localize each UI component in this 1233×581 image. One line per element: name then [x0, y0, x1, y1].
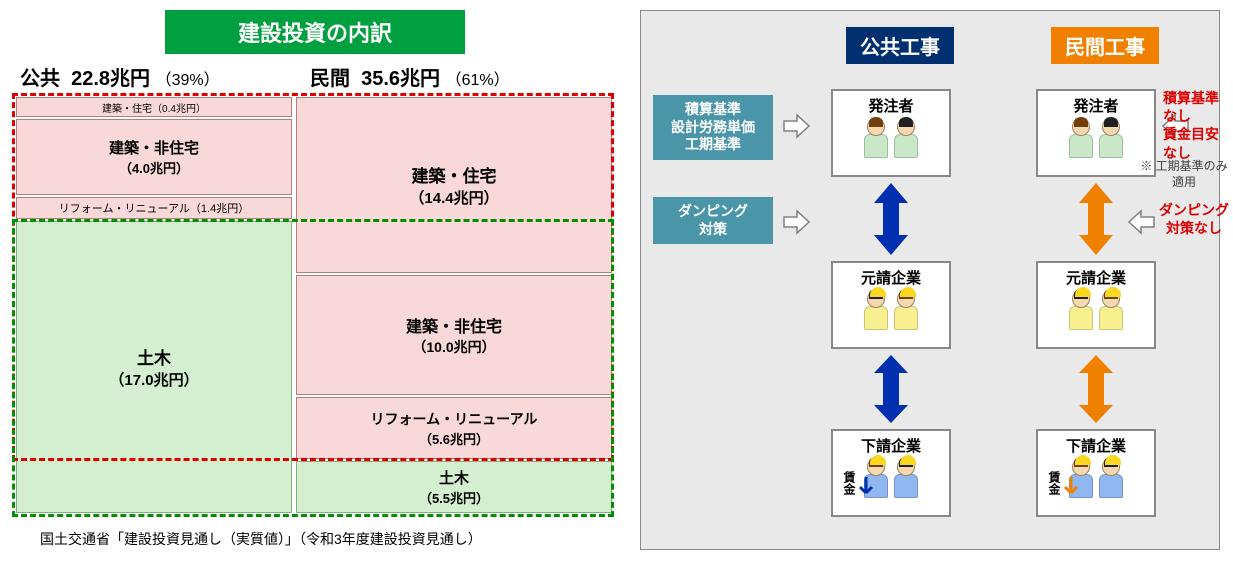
- note-period-only: ※ 工期基準のみ適用: [1139, 159, 1229, 190]
- note-no-standard-1: 積算基準なし: [1163, 89, 1223, 125]
- hdr-public-label: 公共: [20, 68, 60, 90]
- public-sub-box: 下請企業 賃金: [831, 429, 951, 517]
- priv-box-civil: 土木 （5.5兆円）: [296, 461, 612, 513]
- hdr-public-amount: 22.8兆円: [71, 68, 150, 90]
- pub-box-civil: 土木 （17.0兆円）: [16, 221, 292, 513]
- people-icon: [862, 290, 920, 334]
- priv-box-housing-val: （14.4兆円）: [409, 187, 498, 208]
- public-prime-label: 元請企業: [861, 267, 921, 288]
- outline-arrow-left-2: [1127, 207, 1157, 237]
- public-sub-label: 下請企業: [861, 435, 921, 456]
- wage-label-priv: 賃金: [1046, 471, 1063, 495]
- priv-box-civil-val: （5.5兆円）: [419, 488, 489, 507]
- note-no-standard: 積算基準なし 賃金目安なし: [1163, 89, 1223, 162]
- private-prime-label: 元請企業: [1066, 267, 1126, 288]
- priv-box-housing-label: 建築・住宅: [412, 162, 497, 187]
- pub-box-housing: 建築・住宅（0.4兆円）: [16, 97, 292, 117]
- title-banner: 建設投資の内訳: [165, 10, 465, 54]
- priv-box-housing: 建築・住宅 （14.4兆円）: [296, 97, 612, 273]
- blue-arrow-2: [866, 353, 916, 425]
- wage-down-icon: [1062, 475, 1080, 501]
- private-orderer-box: 発注者: [1036, 89, 1156, 177]
- outline-arrow-2: [781, 207, 811, 237]
- left-panel: 建設投資の内訳 公共 22.8兆円 （39%） 民間 35.6兆円 （61%） …: [10, 10, 620, 571]
- treemap: 建築・住宅（0.4兆円） 建築・非住宅 （4.0兆円） リフォーム・リニューアル…: [14, 95, 614, 515]
- private-sub-label: 下請企業: [1066, 435, 1126, 456]
- public-orderer-label: 発注者: [868, 95, 913, 116]
- priv-box-reform: リフォーム・リニューアル （5.6兆円）: [296, 397, 612, 459]
- pub-box-nonres-val: （4.0兆円）: [119, 158, 189, 177]
- pub-box-reform: リフォーム・リニューアル（1.4兆円）: [16, 197, 292, 219]
- right-panel: 公共工事 民間工事 積算基準 設計労務単価 工期基準 ダンピング 対策 発注者 …: [640, 10, 1220, 550]
- column-label-public: 公共工事: [846, 27, 954, 64]
- orange-arrow-2: [1071, 353, 1121, 425]
- pub-box-civil-label: 土木: [137, 344, 171, 369]
- pub-box-reform-label: リフォーム・リニューアル（1.4兆円）: [59, 200, 249, 216]
- hdr-public-pct: （39%）: [156, 72, 220, 89]
- caption: 国土交通省「建設投資見通し（実質値）」（令和3年度建設投資見通し）: [40, 529, 620, 549]
- priv-box-reform-val: （5.6兆円）: [419, 429, 489, 448]
- priv-box-reform-label: リフォーム・リニューアル: [371, 409, 538, 429]
- header-public: 公共 22.8兆円 （39%）: [20, 62, 310, 91]
- people-icon: [1067, 118, 1125, 162]
- public-prime-box: 元請企業: [831, 261, 951, 349]
- public-orderer-box: 発注者: [831, 89, 951, 177]
- note-no-dumping: ダンピング 対策なし: [1159, 201, 1229, 237]
- side-tag-standards: 積算基準 設計労務単価 工期基準: [653, 95, 773, 160]
- treemap-header: 公共 22.8兆円 （39%） 民間 35.6兆円 （61%）: [10, 62, 620, 95]
- orange-arrow-1: [1071, 181, 1121, 257]
- header-private: 民間 35.6兆円 （61%）: [310, 62, 610, 91]
- hdr-private-amount: 35.6兆円: [361, 68, 440, 90]
- outline-arrow-1: [781, 111, 811, 141]
- side-tag-dumping: ダンピング 対策: [653, 197, 773, 244]
- private-orderer-label: 発注者: [1073, 95, 1118, 116]
- wage-label-pub: 賃金: [841, 471, 858, 495]
- priv-box-nonres: 建築・非住宅 （10.0兆円）: [296, 275, 612, 395]
- private-prime-box: 元請企業: [1036, 261, 1156, 349]
- blue-arrow-1: [866, 181, 916, 257]
- pub-box-civil-val: （17.0兆円）: [109, 369, 198, 390]
- wage-down-icon: [857, 475, 875, 501]
- people-icon: [1067, 290, 1125, 334]
- pub-box-nonres-label: 建築・非住宅: [109, 137, 199, 158]
- hdr-private-pct: （61%）: [446, 72, 510, 89]
- priv-box-civil-label: 土木: [439, 467, 469, 488]
- column-label-private: 民間工事: [1051, 27, 1159, 64]
- priv-box-nonres-val: （10.0兆円）: [412, 337, 495, 357]
- priv-box-nonres-label: 建築・非住宅: [406, 313, 502, 337]
- private-sub-box: 下請企業 賃金: [1036, 429, 1156, 517]
- note-no-standard-2: 賃金目安なし: [1163, 125, 1223, 161]
- pub-box-nonres: 建築・非住宅 （4.0兆円）: [16, 119, 292, 195]
- pub-box-housing-label: 建築・住宅（0.4兆円）: [102, 100, 206, 115]
- hdr-private-label: 民間: [310, 68, 350, 90]
- people-icon: [862, 118, 920, 162]
